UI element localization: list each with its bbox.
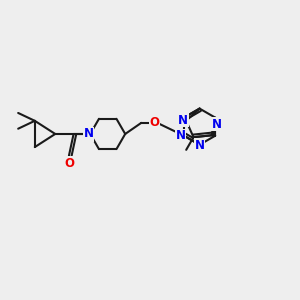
Text: O: O xyxy=(64,157,74,169)
Text: O: O xyxy=(149,116,159,129)
Text: N: N xyxy=(178,114,188,127)
Text: N: N xyxy=(212,118,222,130)
Text: N: N xyxy=(176,129,185,142)
Text: N: N xyxy=(84,128,94,140)
Text: N: N xyxy=(195,139,205,152)
Text: N: N xyxy=(84,128,94,141)
